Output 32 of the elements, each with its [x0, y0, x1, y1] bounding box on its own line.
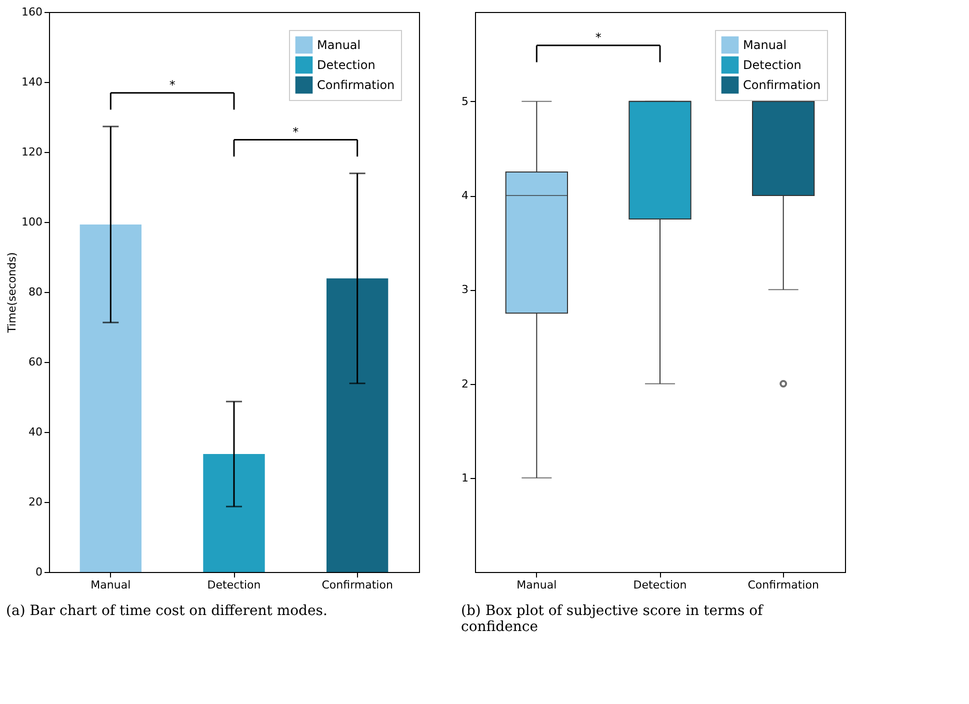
legend-label: Manual — [317, 38, 361, 52]
x-tick-label: Confirmation — [322, 578, 393, 592]
y-tick-label: 120 — [22, 146, 42, 158]
y-tick-label: 60 — [28, 356, 42, 368]
x-tick-label: Detection — [207, 578, 261, 592]
x-tick-label: Confirmation — [748, 578, 819, 592]
y-tick-label: 2 — [462, 377, 468, 390]
text: (a) Bar chart of time cost on different modes. — [6, 603, 328, 619]
x-tick-label: Manual — [90, 578, 131, 592]
y-tick-label: 0 — [36, 566, 42, 578]
y-axis-title: Time(seconds) — [6, 252, 19, 334]
y-tick-label: 4 — [462, 189, 468, 202]
annotation: * — [169, 78, 176, 92]
y-tick-label: 5 — [462, 94, 468, 108]
x-tick-label: Detection — [633, 578, 687, 592]
y-tick-label: 1 — [462, 471, 468, 484]
y-tick-label: 160 — [22, 6, 42, 18]
y-tick-label: 140 — [22, 76, 42, 88]
y-tick-label: 20 — [28, 496, 42, 508]
legend-label: Detection — [743, 58, 802, 72]
y-tick-label: 80 — [28, 286, 42, 298]
y-tick-label: 3 — [462, 283, 468, 296]
legend-label: Detection — [317, 58, 376, 72]
annotation: * — [595, 30, 602, 44]
text: (b) Box plot of subjective score in terms of confidence — [461, 603, 765, 635]
y-tick-label: 100 — [22, 216, 42, 228]
legend-label: Confirmation — [743, 78, 821, 92]
legend-label: Manual — [743, 38, 787, 52]
annotation: * — [292, 124, 299, 139]
legend-label: Confirmation — [317, 78, 395, 92]
y-tick-label: 40 — [28, 426, 42, 438]
x-tick-label: Manual — [516, 578, 557, 592]
